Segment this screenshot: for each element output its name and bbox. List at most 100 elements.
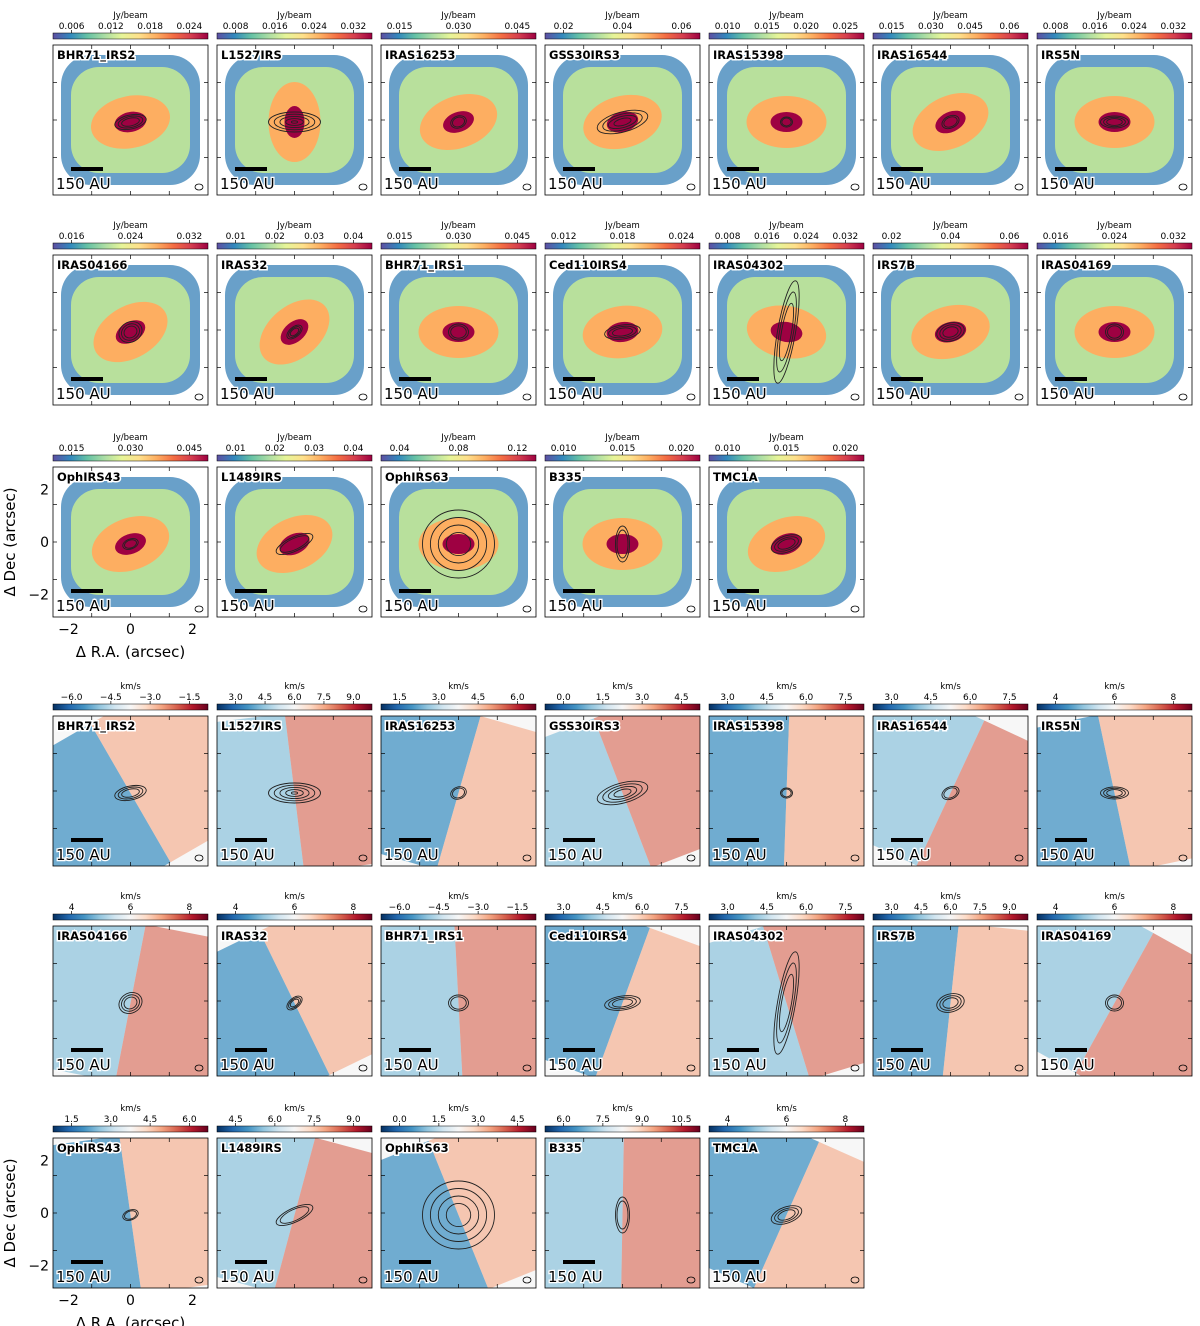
scale-bar-label: 150 AU — [548, 846, 603, 864]
colorbar — [708, 1125, 865, 1133]
map-redshifted-side — [284, 716, 372, 866]
scale-bar — [727, 838, 759, 842]
panel-iras04169: Jy/beam 0.016 0.024 0.032 IRAS04169 150 AU — [1036, 221, 1193, 406]
colorbar-tick-label: 0.032 — [833, 232, 859, 242]
source-name-label: IRAS04166 — [57, 929, 127, 943]
beam-ellipse — [358, 1064, 368, 1072]
colorbar-unit-label: Jy/beam — [768, 11, 804, 21]
contour-line — [608, 996, 637, 1010]
colorbar-tick-label: 0.04 — [343, 232, 363, 242]
contour-line — [279, 115, 310, 129]
contour-line — [604, 995, 641, 1011]
map-blueshifted-side — [381, 716, 481, 866]
contour-line — [279, 1206, 310, 1224]
map-peak-emission — [115, 533, 146, 555]
colorbar-unit-label: Jy/beam — [604, 221, 640, 231]
scale-bar — [1055, 838, 1087, 842]
scale-bar-label: 150 AU — [876, 175, 931, 193]
colorbar-tick-label: 0.025 — [833, 22, 859, 32]
scale-bar-label: 150 AU — [220, 597, 275, 615]
scale-bar — [727, 1260, 759, 1264]
source-name-label: OphIRS43 — [57, 470, 121, 484]
panel-ophirs63: Jy/beam 0.04 0.08 0.12 OphIRS63 150 AU — [380, 433, 537, 618]
scale-bar-label: 150 AU — [548, 1056, 603, 1074]
y-tick-label: 0 — [40, 1206, 49, 1222]
colorbar-tick-label: 4 — [1053, 903, 1059, 913]
map-redshifted-side — [1097, 716, 1192, 866]
map-peak-emission — [770, 112, 803, 132]
colorbar — [872, 703, 1029, 711]
colorbar-tick-label: 0.010 — [715, 22, 741, 32]
map-area — [709, 45, 864, 195]
colorbar-tick-label: 3.0 — [228, 693, 243, 703]
contour-line — [122, 1209, 139, 1221]
scale-bar — [563, 838, 595, 842]
map-blueshifted-side — [545, 926, 650, 1076]
panel-irs5n: Jy/beam 0.008 0.016 0.024 0.032 IRS5N 150 AU — [1036, 11, 1193, 196]
scale-bar — [71, 838, 103, 842]
scale-bar — [727, 589, 759, 593]
source-name-label: Ced110IRS4 — [549, 258, 627, 272]
colorbar-tick-label: 0.030 — [918, 22, 944, 32]
map-redshifted-side — [454, 926, 536, 1076]
scale-bar — [235, 1048, 267, 1052]
colorbar — [872, 32, 1029, 40]
beam-ellipse — [686, 605, 696, 613]
colorbar-unit-label: km/s — [448, 682, 469, 692]
colorbar-unit-label: Jy/beam — [1096, 11, 1132, 21]
scale-bar-label: 150 AU — [56, 175, 111, 193]
contour-line — [615, 1196, 630, 1234]
contour-line — [122, 538, 139, 550]
scale-bar-label: 150 AU — [56, 385, 111, 403]
colorbar-tick-label: 6.0 — [799, 693, 814, 703]
beam-ellipse — [522, 1276, 532, 1284]
panel-iras15398: km/s 3.0 4.5 6.0 7.5 IRAS15398 150 AU — [708, 682, 865, 867]
panel-bhr71-irs1: Jy/beam 0.015 0.030 0.045 BHR71_IRS1 150 AU — [380, 221, 537, 406]
scale-bar-label: 150 AU — [548, 597, 603, 615]
contour-line — [289, 327, 300, 337]
contour-line — [286, 324, 303, 340]
scale-bar-label: 150 AU — [1040, 1056, 1095, 1074]
beam-ellipse — [1014, 854, 1024, 862]
source-name-label: GSS30IRS3 — [549, 48, 620, 62]
beam-ellipse — [358, 605, 368, 613]
colorbar-tick-label: 4.5 — [760, 693, 774, 703]
colorbar-tick-label: −4.5 — [428, 903, 450, 913]
colorbar-tick-label: 0.006 — [59, 22, 85, 32]
contour-line — [1107, 996, 1122, 1010]
colorbar-unit-label: Jy/beam — [440, 433, 476, 443]
contour-line — [780, 787, 793, 799]
contour-line — [279, 535, 310, 553]
map-blueshifted-side — [873, 716, 985, 866]
source-name-label: OphIRS43 — [57, 1141, 121, 1155]
colorbar-tick-label: 0.04 — [612, 22, 632, 32]
colorbar-tick-label: 4.5 — [143, 1115, 157, 1125]
map-area — [53, 255, 208, 405]
contour-line — [285, 118, 304, 126]
colorbar-tick-label: 0.04 — [390, 444, 410, 454]
colorbar-tick-label: −3.0 — [467, 903, 489, 913]
contour-line — [121, 117, 140, 127]
contour-line — [114, 113, 147, 131]
colorbar-tick-label: 7.5 — [1002, 693, 1016, 703]
colorbar-tick-label: 8 — [351, 903, 357, 913]
panel-iras16253: Jy/beam 0.015 0.030 0.045 IRAS16253 150 AU — [380, 11, 537, 196]
map-area — [709, 467, 864, 617]
contour-line — [114, 784, 147, 802]
contour-line — [612, 998, 633, 1008]
colorbar — [544, 32, 701, 40]
colorbar-tick-label: 7.5 — [307, 1115, 321, 1125]
colorbar-tick-label: 9.0 — [346, 693, 361, 703]
source-name-label: IRS5N — [1041, 719, 1080, 733]
map-area — [873, 716, 1028, 866]
contour-line — [285, 789, 304, 797]
colorbar-tick-label: 0.02 — [265, 232, 285, 242]
source-name-label: OphIRS63 — [385, 470, 449, 484]
contour-line — [429, 517, 488, 571]
scale-bar — [235, 1260, 267, 1264]
beam-ellipse — [194, 1276, 204, 1284]
colorbar-unit-label: Jy/beam — [112, 11, 148, 21]
colorbar-tick-label: 0.015 — [879, 22, 905, 32]
scale-bar — [399, 1048, 431, 1052]
contour-line — [942, 997, 959, 1009]
